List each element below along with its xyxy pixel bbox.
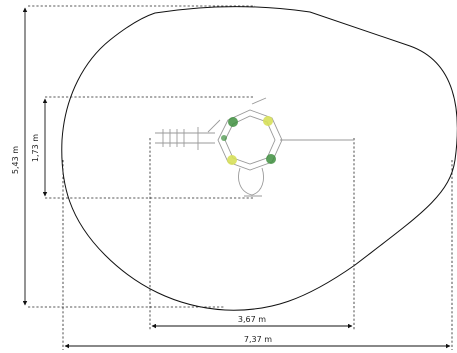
- green-marker: [221, 135, 227, 141]
- label-total-height: 5,43 m: [11, 146, 20, 174]
- label-equipment-depth: 1,73 m: [31, 134, 40, 162]
- top-rail: [251, 97, 267, 105]
- play-equipment: [155, 97, 354, 197]
- bottom-slide: [238, 167, 264, 197]
- green-marker: [266, 154, 276, 164]
- safety-zone-outline: [61, 5, 457, 311]
- green-marker: [228, 117, 238, 127]
- yellow-marker: [263, 116, 273, 126]
- label-equipment-width: 3,67 m: [238, 315, 266, 324]
- label-total-width: 7,37 m: [244, 335, 272, 344]
- left-ladder: [155, 119, 221, 150]
- yellow-marker: [227, 155, 237, 165]
- dashed-reference-lines: [28, 5, 453, 350]
